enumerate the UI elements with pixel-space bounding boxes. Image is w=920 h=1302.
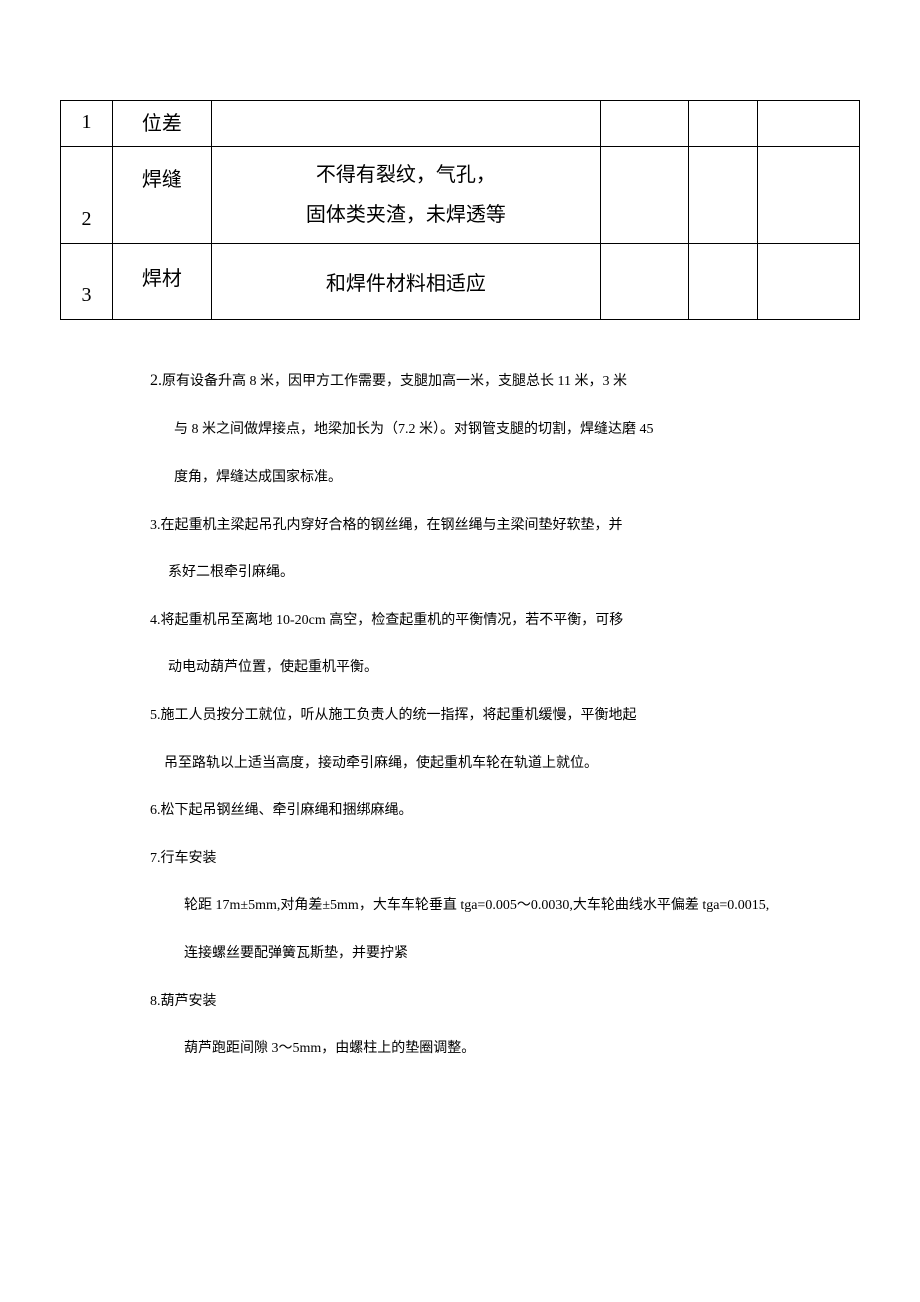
cell-spec: 和焊件材料相适应 (211, 244, 600, 320)
cell-name: 焊缝 (113, 147, 212, 244)
paragraph-7: 7.行车安装 轮距 17m±5mm,对角差±5mm，大车车轮垂直 tga=0.0… (150, 849, 840, 964)
cell-empty (600, 244, 688, 320)
table-row: 1 位差 (61, 101, 860, 147)
text-line: 7.行车安装 (150, 851, 217, 866)
cell-empty (688, 147, 758, 244)
cell-empty (758, 244, 860, 320)
body-content: 2.原有设备升高 8 米，因甲方工作需要，支腿加高一米，支腿总长 11 米，3 … (60, 370, 860, 1059)
paragraph-4: 4.将起重机吊至离地 10-20cm 高空，检查起重机的平衡情况，若不平衡，可移… (150, 611, 840, 678)
cell-empty (600, 101, 688, 147)
cell-spec: 不得有裂纹，气孔， 固体类夹渣，未焊透等 (211, 147, 600, 244)
cell-spec (211, 101, 600, 147)
item-number: 2. (150, 372, 162, 389)
paragraph-2: 2.原有设备升高 8 米，因甲方工作需要，支腿加高一米，支腿总长 11 米，3 … (150, 370, 840, 488)
text-line: 系好二根牵引麻绳。 (150, 563, 840, 583)
cell-empty (688, 101, 758, 147)
cell-empty (758, 147, 860, 244)
text-line: 3.在起重机主梁起吊孔内穿好合格的钢丝绳，在钢丝绳与主梁间垫好软垫，并 (150, 518, 623, 533)
cell-name: 焊材 (113, 244, 212, 320)
sub-line: 连接螺丝要配弹簧瓦斯垫，并要拧紧 (150, 944, 840, 964)
text-line: 5.施工人员按分工就位，听从施工负责人的统一指挥，将起重机缓慢，平衡地起 (150, 708, 637, 723)
paragraph-6: 6.松下起吊钢丝绳、牵引麻绳和捆绑麻绳。 (150, 801, 840, 821)
spec-table: 1 位差 2 焊缝 不得有裂纹，气孔， 固体类夹渣，未焊透等 3 焊材 和焊件材… (60, 100, 860, 320)
text-line: 与 8 米之间做焊接点，地梁加长为（7.2 米）。对钢管支腿的切割，焊缝达磨 4… (150, 420, 840, 440)
text-line: 度角，焊缝达成国家标准。 (150, 468, 840, 488)
table-row: 2 焊缝 不得有裂纹，气孔， 固体类夹渣，未焊透等 (61, 147, 860, 244)
spec-line: 不得有裂纹，气孔， (316, 164, 496, 186)
sub-line: 葫芦跑距间隙 3～5mm，由螺柱上的垫圈调整。 (150, 1039, 840, 1059)
cell-index: 1 (61, 101, 113, 147)
cell-empty (758, 101, 860, 147)
table-row: 3 焊材 和焊件材料相适应 (61, 244, 860, 320)
paragraph-5: 5.施工人员按分工就位，听从施工负责人的统一指挥，将起重机缓慢，平衡地起 吊至路… (150, 706, 840, 773)
text-line: 吊至路轨以上适当高度，接动牵引麻绳，使起重机车轮在轨道上就位。 (150, 754, 840, 774)
paragraph-3: 3.在起重机主梁起吊孔内穿好合格的钢丝绳，在钢丝绳与主梁间垫好软垫，并 系好二根… (150, 516, 840, 583)
text-line: 4.将起重机吊至离地 10-20cm 高空，检查起重机的平衡情况，若不平衡，可移 (150, 613, 623, 628)
cell-index: 2 (61, 147, 113, 244)
cell-name: 位差 (113, 101, 212, 147)
text-line: 动电动葫芦位置，使起重机平衡。 (150, 658, 840, 678)
paragraph-8: 8.葫芦安装 葫芦跑距间隙 3～5mm，由螺柱上的垫圈调整。 (150, 992, 840, 1059)
text-line: 原有设备升高 8 米，因甲方工作需要，支腿加高一米，支腿总长 11 米，3 米 (162, 374, 627, 389)
text-line: 8.葫芦安装 (150, 994, 217, 1009)
cell-empty (688, 244, 758, 320)
spec-line: 固体类夹渣，未焊透等 (306, 204, 506, 226)
cell-empty (600, 147, 688, 244)
cell-index: 3 (61, 244, 113, 320)
sub-line: 轮距 17m±5mm,对角差±5mm，大车车轮垂直 tga=0.005～0.00… (150, 896, 840, 916)
